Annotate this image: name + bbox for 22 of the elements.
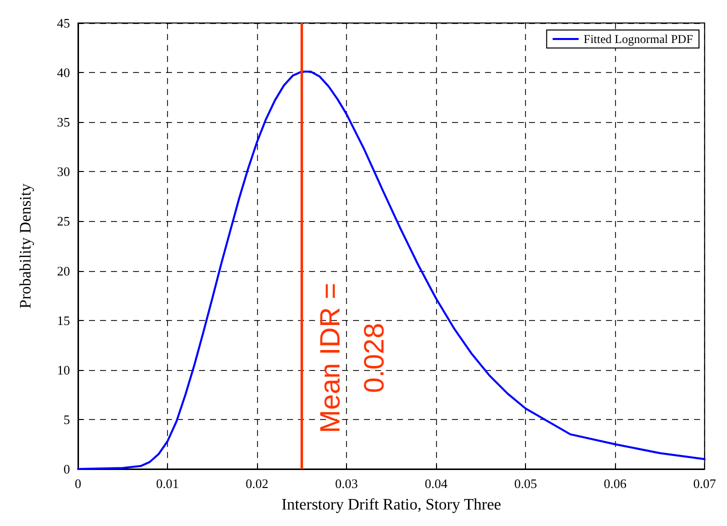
y-tick-label: 40 xyxy=(57,65,70,80)
y-tick-label: 0 xyxy=(64,462,70,476)
x-tick-label: 0.07 xyxy=(693,476,716,491)
y-tick-label: 15 xyxy=(57,312,70,328)
x-tick-label: 0.02 xyxy=(246,476,268,491)
x-tick-label: 0 xyxy=(74,476,82,491)
x-axis-title: Interstory Drift Ratio, Story Three xyxy=(281,496,502,514)
y-tick-label: 20 xyxy=(57,263,70,278)
y-axis-title: Probability Density xyxy=(18,184,34,308)
annotation: Mean IDR = 0.028 xyxy=(314,282,390,434)
y-tick-label: 5 xyxy=(64,412,70,427)
x-tick-label: 0.06 xyxy=(604,476,627,491)
y-tick-label: 45 xyxy=(57,16,70,30)
y-tick-label: 35 xyxy=(57,114,70,130)
y-tick-label: 10 xyxy=(57,362,70,378)
x-tick-label: 0.01 xyxy=(156,476,179,491)
y-tick-label: 25 xyxy=(57,214,70,229)
y-tick-label: 30 xyxy=(57,164,70,180)
x-tick-label: 0.03 xyxy=(335,476,358,491)
legend-label: Fitted Lognormal PDF xyxy=(584,32,694,46)
x-tick-label: 0.04 xyxy=(424,476,448,491)
x-tick-label: 0.05 xyxy=(514,476,537,491)
